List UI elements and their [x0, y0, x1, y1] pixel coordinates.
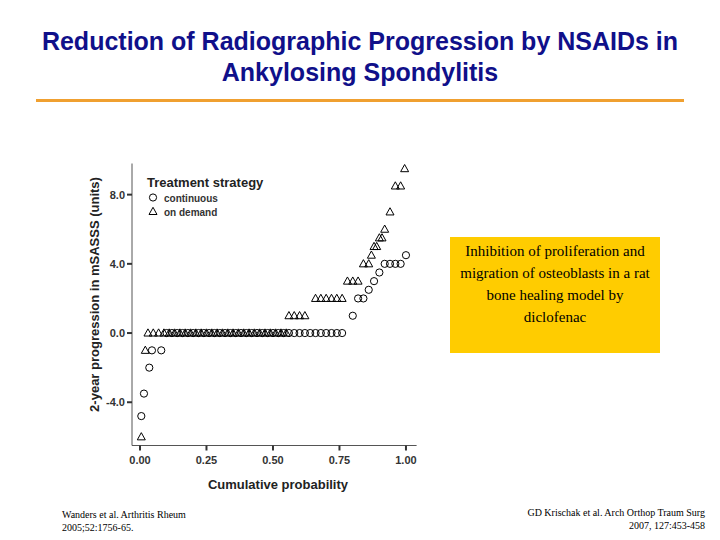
point — [397, 182, 405, 189]
point — [402, 252, 409, 259]
x-tick — [272, 446, 274, 451]
point — [349, 312, 356, 319]
x-tick — [205, 446, 207, 451]
x-tick — [139, 446, 141, 451]
y-tick-label: 4.0 — [110, 258, 125, 270]
x-tick — [338, 446, 340, 451]
slide: {"chart_data": {"type": "scatter", "titl… — [0, 0, 720, 540]
x-tick — [405, 446, 407, 451]
chart: -4.0 0.0 4.0 8.0 0.00 0.25 0.50 0.75 1.00 Cumulat… — [0, 0, 720, 540]
x-tick-label: 1.00 — [395, 454, 416, 466]
point — [397, 260, 404, 267]
y-tick-label: -4.0 — [106, 396, 125, 408]
point — [146, 364, 153, 371]
point — [378, 234, 386, 241]
point — [354, 277, 362, 284]
point — [301, 312, 309, 319]
point — [138, 412, 145, 419]
legend-marker — [149, 207, 157, 214]
series — [137, 164, 408, 439]
x-tick-label: 0.25 — [196, 454, 217, 466]
point — [141, 346, 149, 353]
citation: GD Krischak et al. Arch Orthop Traum Sur… — [520, 506, 705, 532]
point — [365, 286, 372, 293]
slide-title: Reduction of Radiographic Progression by… — [40, 26, 680, 88]
y-tick-label: 0.0 — [110, 327, 125, 339]
y-tick-label: 8.0 — [110, 189, 125, 201]
point — [386, 208, 394, 215]
annotation-box: Inhibition of proliferation and migratio… — [450, 237, 660, 353]
point — [401, 164, 409, 171]
point — [370, 278, 377, 285]
x-tick-label: 0.75 — [329, 454, 350, 466]
legend: Treatment strategy continuous on demand — [144, 174, 282, 222]
point — [339, 329, 346, 336]
point — [158, 347, 165, 354]
y-tick — [127, 401, 132, 403]
legend-marker — [149, 194, 156, 201]
title-rule — [36, 99, 684, 102]
point — [137, 433, 145, 440]
point — [367, 251, 375, 258]
y-tick — [127, 263, 132, 265]
x-tick-label: 0.50 — [262, 454, 283, 466]
x-axis — [132, 445, 417, 446]
y-axis-label: 2-year progression in mSASSS (units) — [87, 177, 102, 412]
legend-label: on demand — [164, 207, 217, 218]
point — [282, 329, 290, 336]
legend-title: Treatment strategy — [147, 175, 264, 190]
x-axis-label: Cumulative probability — [208, 477, 349, 492]
x-tick-label: 0.00 — [129, 454, 150, 466]
point — [140, 390, 147, 397]
points — [137, 164, 409, 439]
series — [138, 252, 410, 420]
y-tick — [127, 194, 132, 196]
point — [376, 269, 383, 276]
point — [373, 242, 381, 249]
point — [381, 225, 389, 232]
point — [360, 295, 367, 302]
point — [365, 260, 373, 267]
legend-label: continuous — [164, 193, 218, 204]
legend-box — [144, 174, 282, 222]
citation: Wanders et al. Arthritis Rheum 2005;52:1… — [62, 508, 232, 534]
y-tick — [127, 332, 132, 334]
point — [338, 294, 346, 301]
